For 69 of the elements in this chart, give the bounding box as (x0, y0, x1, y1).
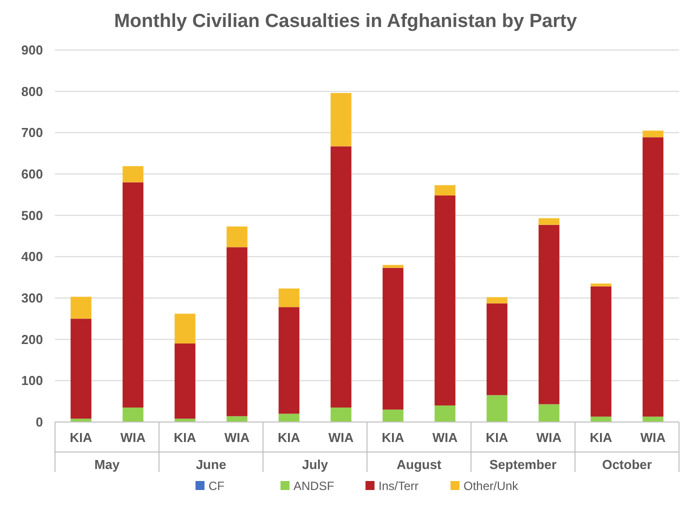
y-tick-label: 400 (21, 249, 43, 264)
x-tick-label: KIA (486, 430, 509, 445)
bar (226, 416, 248, 422)
y-tick-label: 600 (21, 166, 43, 182)
bar (70, 418, 92, 422)
bar (122, 166, 144, 182)
bar (538, 218, 560, 225)
x-tick-label: KIA (278, 430, 301, 445)
bar (226, 247, 248, 416)
bar (486, 395, 508, 422)
x-tick-label: KIA (174, 430, 197, 445)
y-tick-label: 700 (21, 125, 43, 140)
bar (122, 182, 144, 408)
x-tick-label: WIA (536, 430, 562, 445)
bar (642, 130, 664, 138)
legend-label: ANDSF (294, 479, 334, 493)
y-tick-label: 900 (21, 42, 43, 58)
bar (642, 416, 664, 422)
bar (486, 297, 508, 304)
text: September (489, 457, 557, 472)
bar (70, 296, 92, 319)
text: May (94, 457, 120, 472)
bar (70, 318, 92, 419)
bar (278, 414, 300, 422)
y-tick-label: 500 (21, 208, 43, 223)
bar (330, 408, 352, 422)
bar (330, 146, 352, 408)
bar (330, 92, 352, 146)
x-tick-label: WIA (640, 430, 666, 445)
y-tick-label: 100 (21, 373, 43, 388)
x-tick-label: KIA (590, 430, 613, 445)
x-tick-label: WIA (432, 430, 458, 445)
y-tick-label: 800 (21, 84, 43, 99)
bar (434, 195, 456, 406)
bar (278, 307, 300, 414)
text: August (396, 457, 442, 472)
bar (538, 404, 560, 422)
bar (590, 416, 612, 422)
bar (382, 410, 404, 422)
text: June (196, 457, 226, 472)
bar (278, 288, 300, 308)
y-tick-label: 0 (36, 414, 43, 430)
bar (590, 286, 612, 417)
x-tick-label: WIA (224, 430, 250, 445)
chart-title: Monthly Civilian Casualties in Afghanistan by Party (114, 11, 578, 32)
bar (174, 343, 196, 419)
bar (382, 268, 404, 410)
bar (642, 137, 664, 417)
text: October (602, 457, 652, 472)
bar (174, 418, 196, 422)
legend-label: Other/Unk (464, 479, 520, 493)
legend-label: Ins/Terr (378, 479, 419, 493)
y-tick-label: 200 (21, 332, 43, 347)
bar (174, 314, 196, 344)
x-tick-label: KIA (382, 430, 405, 445)
x-tick-label: WIA (328, 430, 354, 445)
bar (590, 284, 612, 286)
x-tick-label: KIA (70, 430, 93, 445)
x-tick-label: WIA (120, 430, 146, 445)
text: July (302, 457, 329, 472)
bar (434, 185, 456, 196)
bar (382, 264, 404, 268)
bar (486, 303, 508, 396)
bar (434, 405, 456, 422)
bar (538, 224, 560, 404)
bar (122, 408, 144, 422)
y-tick-label: 300 (21, 290, 43, 306)
legend-label: CF (208, 479, 224, 493)
bar (226, 226, 248, 248)
